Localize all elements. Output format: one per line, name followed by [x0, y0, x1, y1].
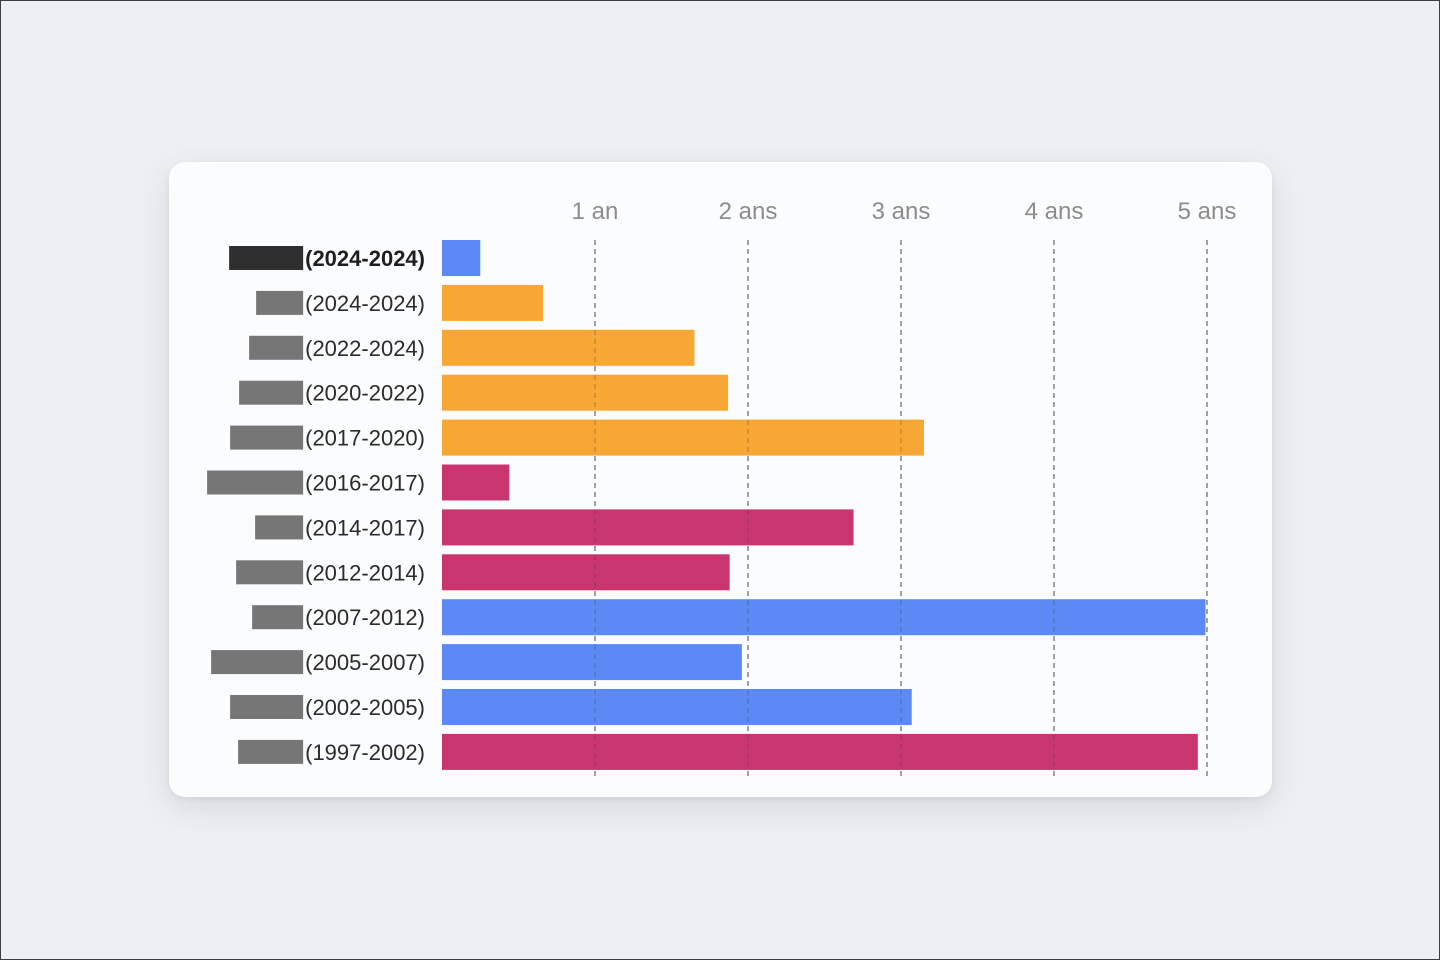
redacted-name	[238, 739, 304, 764]
bar	[442, 599, 1206, 636]
bar	[442, 284, 543, 321]
redacted-name	[211, 650, 304, 675]
bar	[442, 509, 854, 546]
row-label: (2022-2024)	[305, 336, 425, 361]
bar	[442, 689, 912, 725]
redacted-name	[230, 425, 304, 450]
bar	[442, 464, 510, 501]
redacted-name	[239, 380, 304, 405]
bar	[442, 374, 729, 411]
row-label: (2024-2024)	[305, 246, 425, 271]
chart-card: 1 an 2 ans 3 ans 4 ans 5 ans (2024-2024) (202…	[169, 162, 1272, 797]
bar	[442, 554, 730, 591]
redacted-name	[252, 605, 304, 630]
redacted-name	[256, 290, 304, 315]
row-label: (2016-2017)	[305, 471, 425, 496]
x-tick-label: 5 ans	[1178, 198, 1237, 225]
redacted-name	[229, 246, 304, 270]
bar	[442, 733, 1198, 770]
redacted-name	[236, 560, 304, 585]
x-tick-label: 1 an	[572, 198, 619, 225]
row-label: (2020-2022)	[305, 381, 425, 406]
bar	[442, 240, 481, 276]
redacted-name	[255, 515, 304, 540]
row-label: (2002-2005)	[305, 695, 425, 720]
x-tick-labels: 1 an 2 ans 3 ans 4 ans 5 ans	[572, 198, 1237, 225]
x-tick-label: 4 ans	[1025, 198, 1084, 225]
row-label: (2012-2014)	[305, 560, 425, 585]
redacted-name	[249, 335, 304, 360]
bar	[442, 644, 742, 681]
bar	[442, 329, 695, 366]
row-label: (2014-2017)	[305, 515, 425, 540]
x-tick-label: 3 ans	[872, 198, 931, 225]
row-labels: (2024-2024) (2024-2024) (2022-2024) (2020-2…	[207, 246, 425, 765]
row-label: (1997-2002)	[305, 740, 425, 765]
row-label: (2007-2012)	[305, 605, 425, 630]
redacted-name	[230, 695, 304, 719]
x-tick-label: 2 ans	[719, 198, 778, 225]
row-label: (2017-2020)	[305, 426, 425, 451]
bar	[442, 419, 924, 456]
bar-chart: 1 an 2 ans 3 ans 4 ans 5 ans (2024-2024)(202…	[207, 198, 1237, 778]
row-label: (2024-2024)	[305, 291, 425, 316]
row-label: (2005-2007)	[305, 650, 425, 675]
redacted-name	[207, 470, 304, 495]
bars	[442, 240, 1206, 770]
